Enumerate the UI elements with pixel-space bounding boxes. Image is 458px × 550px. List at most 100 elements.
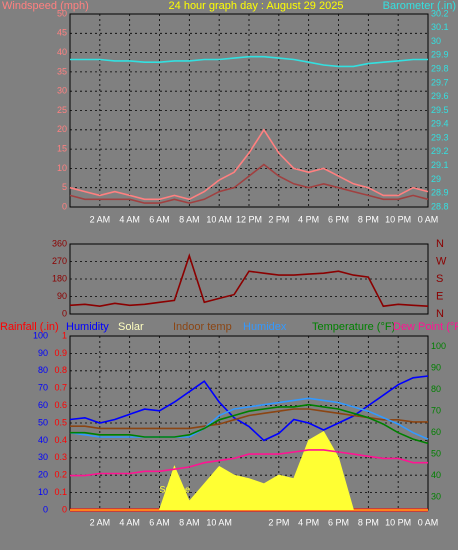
y3-tick-label: 0.5 [54,417,67,427]
legend-entry: Dew Point (°F) [393,321,458,333]
y3-tick-label: 1 [62,330,67,340]
line [70,403,429,445]
x-tick-label: 10 AM [206,214,232,224]
y-tick-label: 80 [38,365,48,375]
y3-tick-label: 0.4 [54,435,67,445]
x-tick-label: 2 PM [268,214,289,224]
y-tick-label: 10 [57,163,67,173]
y2-tick-label: 28.8 [431,201,449,211]
legend-entry: Humidity [66,321,109,333]
y-tick-label: 70 [38,383,48,393]
y2-tick-label: S [436,273,443,285]
y-tick-label: 100 [33,330,48,340]
x-tick-label: 4 PM [298,214,319,224]
legend-entry: Rainfall (.in) [0,321,59,333]
y-tick-label: 40 [57,47,67,57]
line [69,397,429,440]
y-tick-label: 5 [62,182,67,192]
x-tick-label: 6 PM [328,214,349,224]
line [70,449,428,477]
y2-tick-label: 60 [431,427,441,437]
y2-tick-label: 100 [431,341,446,351]
y-tick-label: 20 [38,470,48,480]
y2-tick-label: 30.2 [431,8,449,18]
y2-tick-label: 29.6 [431,91,449,101]
y-tick-label: 20 [57,124,67,134]
y2-tick-label: 29.4 [431,119,449,129]
y-axis-label: Windspeed (mph) [2,0,89,12]
x-tick-label: 2 AM [90,214,111,224]
y-tick-label: 60 [38,400,48,410]
y2-tick-label: 29 [431,174,441,184]
x-tick-label: 10 PM [385,517,411,527]
y-tick-label: 0 [62,201,67,211]
y2-tick-label: 28.9 [431,188,449,198]
area [70,431,428,511]
y3-tick-label: 0.3 [54,452,67,462]
y-tick-label: 30 [57,86,67,96]
y-tick-label: 45 [57,28,67,38]
y2-tick-label: 29.9 [431,50,449,60]
y-tick-label: 360 [52,238,67,248]
y2-tick-label: 80 [431,384,441,394]
y2-tick-label: 29.1 [431,160,449,170]
line [69,375,429,442]
y2-tick-label: 29.2 [431,146,449,156]
x-tick-label: 8 AM [179,214,200,224]
y2-tick-label: 70 [431,406,441,416]
y-tick-label: 0 [62,308,67,318]
y-tick-label: 40 [38,435,48,445]
y2-tick-label: 30 [431,36,441,46]
y3-tick-label: 0.1 [54,487,67,497]
line [69,163,429,204]
x-tick-label: 8 AM [179,517,200,527]
y-tick-label: 15 [57,143,67,153]
x-tick-label: 12 PM [236,214,262,224]
x-tick-label: 10 AM [206,517,232,527]
y2-tick-label: 40 [431,470,441,480]
line [69,128,429,201]
line [70,55,428,68]
y2-tick-label: 30.1 [431,22,449,32]
x-tick-label: 0 AM [418,214,439,224]
x-tick-label: 4 AM [119,517,140,527]
legend-entry: Indoor temp [173,321,232,333]
y2-axis-label: Barometer (.in) [383,0,456,12]
chart-title: 24 hour graph day : August 29 2025 [169,0,344,12]
x-tick-label: 6 AM [149,517,170,527]
legend-entry: Solar [118,321,144,333]
y3-tick-label: 0.7 [54,383,67,393]
y2-tick-label: 29.7 [431,77,449,87]
y-tick-label: 90 [57,291,67,301]
y-tick-label: 90 [38,348,48,358]
x-tick-label: 4 PM [298,517,319,527]
annotation: Sunrise [160,484,191,494]
y2-tick-label: 29.8 [431,64,449,74]
plot-area [69,243,429,315]
x-tick-label: 8 PM [358,517,379,527]
y2-tick-label: 30 [431,491,441,501]
legend-entry: Humidex [243,321,287,333]
x-tick-label: 8 PM [358,214,379,224]
y3-tick-label: 0.6 [54,400,67,410]
x-tick-label: 2 AM [90,517,111,527]
y3-tick-label: 0.9 [54,348,67,358]
y2-tick-label: N [436,238,444,250]
y2-tick-label: 29.3 [431,132,449,142]
y-tick-label: 35 [57,66,67,76]
y-tick-label: 180 [52,273,67,283]
x-tick-label: 6 PM [328,517,349,527]
line [69,253,429,308]
y2-tick-label: 90 [431,363,441,373]
x-tick-label: 0 AM [418,517,439,527]
y-tick-label: 50 [57,8,67,18]
y-tick-label: 10 [38,487,48,497]
y2-tick-label: W [436,255,447,267]
y2-tick-label: 29.5 [431,105,449,115]
y3-tick-label: 0 [62,504,67,514]
x-tick-label: 4 AM [119,214,140,224]
y2-tick-label: N [436,308,444,320]
y-tick-label: 25 [57,105,67,115]
y-tick-label: 30 [38,452,48,462]
